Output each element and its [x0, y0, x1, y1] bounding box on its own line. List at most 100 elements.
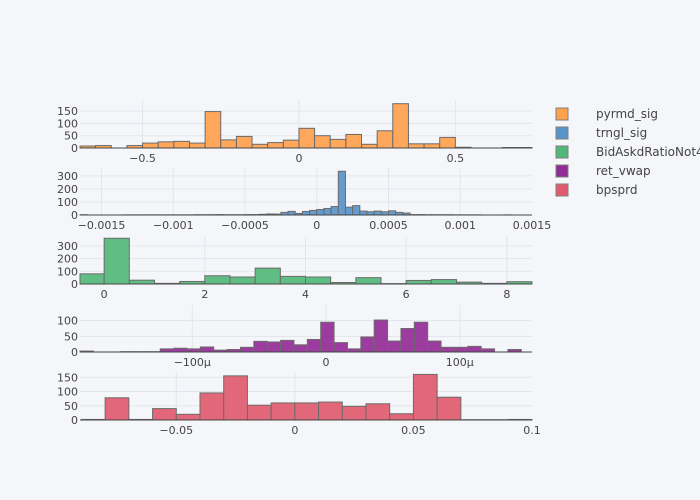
- histogram-bar[interactable]: [373, 319, 389, 353]
- y-tick-label: 150: [57, 105, 78, 118]
- histogram-bar[interactable]: [239, 346, 255, 353]
- histogram-bar[interactable]: [79, 273, 105, 285]
- histogram-bar[interactable]: [323, 207, 332, 216]
- histogram-bar[interactable]: [352, 205, 361, 216]
- y-tick-label: 200: [57, 183, 78, 196]
- histogram-bar[interactable]: [229, 276, 256, 285]
- histogram-bar[interactable]: [359, 210, 368, 216]
- legend-swatch: [555, 183, 569, 197]
- histogram-bar[interactable]: [301, 210, 311, 216]
- y-tick-label: 300: [57, 240, 78, 253]
- legend-label: trngl_sig: [596, 126, 647, 140]
- legend-item-bpsprd[interactable]: bpsprd: [555, 183, 637, 197]
- histogram-bar[interactable]: [337, 170, 346, 216]
- histogram-bar[interactable]: [365, 403, 391, 421]
- legend-item-trngl_sig[interactable]: trngl_sig: [555, 126, 647, 140]
- histogram-bar[interactable]: [254, 267, 281, 285]
- histogram-bar[interactable]: [373, 210, 382, 216]
- histogram-bar[interactable]: [361, 143, 378, 149]
- histogram-bar[interactable]: [387, 340, 402, 353]
- histogram-bar[interactable]: [287, 210, 296, 216]
- y-tick-label: 0: [71, 414, 78, 427]
- histogram-bar[interactable]: [412, 373, 438, 421]
- histogram-bar[interactable]: [223, 375, 248, 421]
- legend-item-BidAskdRatioNot4[interactable]: BidAskdRatioNot4: [555, 145, 700, 159]
- histogram-bar[interactable]: [293, 344, 308, 353]
- histogram-bar[interactable]: [345, 133, 363, 149]
- histogram-bar[interactable]: [103, 237, 130, 285]
- legend-swatch: [555, 126, 569, 140]
- y-tick-label: 100: [57, 265, 78, 278]
- histogram-bar[interactable]: [423, 143, 441, 149]
- histogram-bar[interactable]: [400, 328, 415, 353]
- histogram-bar[interactable]: [341, 405, 367, 421]
- y-tick-label: 150: [57, 371, 78, 384]
- histogram-bar[interactable]: [173, 347, 188, 353]
- histogram-bar[interactable]: [329, 138, 347, 149]
- x-tick-label: 6: [403, 288, 410, 301]
- histogram-bar[interactable]: [360, 336, 375, 353]
- legend-swatch: [555, 107, 569, 121]
- legend[interactable]: pyrmd_sig trngl_sig BidAskdRatioNot4 ret…: [555, 107, 700, 197]
- x-tick-label: 0.05: [401, 424, 426, 437]
- histogram-bar[interactable]: [279, 275, 306, 285]
- histogram-bar[interactable]: [235, 135, 253, 149]
- histogram-bar[interactable]: [306, 338, 322, 353]
- legend-item-ret_vwap[interactable]: ret_vwap: [555, 164, 651, 178]
- histogram-bar[interactable]: [204, 275, 231, 285]
- histogram-bar[interactable]: [453, 346, 469, 353]
- histogram-bar[interactable]: [344, 206, 354, 216]
- histogram-bar[interactable]: [388, 210, 397, 216]
- histogram-bar[interactable]: [142, 142, 159, 149]
- histogram-bar[interactable]: [204, 111, 222, 149]
- histogram-bar[interactable]: [157, 141, 175, 149]
- histogram-bar[interactable]: [199, 346, 215, 353]
- histogram-bar[interactable]: [266, 341, 282, 353]
- histogram-bar[interactable]: [330, 206, 339, 216]
- histogram-bar[interactable]: [389, 413, 414, 421]
- histogram-bar[interactable]: [314, 135, 331, 149]
- histogram-bar[interactable]: [376, 130, 394, 149]
- histogram-bar[interactable]: [333, 342, 348, 353]
- histogram-bar[interactable]: [467, 345, 482, 353]
- histogram-bar[interactable]: [253, 340, 268, 353]
- histogram-bar[interactable]: [173, 140, 190, 149]
- histogram-bar[interactable]: [439, 136, 456, 149]
- histogram-bar[interactable]: [246, 404, 272, 421]
- histogram-bar[interactable]: [320, 321, 335, 353]
- histogram-bar[interactable]: [280, 339, 295, 353]
- x-tick-label: 0: [295, 152, 302, 165]
- histogram-bar[interactable]: [282, 139, 300, 149]
- histogram-bar[interactable]: [128, 279, 155, 285]
- x-tick-label: −0.0005: [221, 219, 269, 232]
- histogram-bar[interactable]: [430, 279, 457, 285]
- legend-item-pyrmd_sig[interactable]: pyrmd_sig: [555, 107, 658, 121]
- histogram-bar[interactable]: [392, 103, 409, 149]
- histogram-bar[interactable]: [175, 413, 201, 421]
- histogram-bar[interactable]: [220, 139, 237, 149]
- histogram-bar[interactable]: [199, 392, 225, 421]
- histogram-bar[interactable]: [407, 143, 425, 149]
- histogram-bar[interactable]: [267, 142, 284, 149]
- histogram-bar[interactable]: [152, 408, 177, 421]
- histogram-bar[interactable]: [413, 321, 429, 353]
- histogram-bar[interactable]: [440, 346, 455, 353]
- histogram-bar[interactable]: [318, 401, 343, 421]
- histogram-bar[interactable]: [294, 402, 320, 421]
- histogram-bar[interactable]: [309, 209, 318, 216]
- histogram-bar[interactable]: [270, 402, 296, 421]
- x-tick-label: 0: [313, 219, 320, 232]
- histogram-bar[interactable]: [355, 277, 382, 285]
- histogram-bar[interactable]: [316, 209, 325, 216]
- histogram-bar[interactable]: [436, 396, 462, 421]
- legend-label: pyrmd_sig: [596, 107, 658, 121]
- histogram-bar[interactable]: [298, 127, 316, 149]
- histogram-bar[interactable]: [104, 397, 130, 421]
- histogram-bar[interactable]: [427, 340, 442, 353]
- histogram-bar[interactable]: [405, 279, 432, 285]
- histogram-bar[interactable]: [304, 276, 332, 285]
- histogram-bar[interactable]: [251, 143, 269, 149]
- histogram-bar[interactable]: [188, 142, 206, 149]
